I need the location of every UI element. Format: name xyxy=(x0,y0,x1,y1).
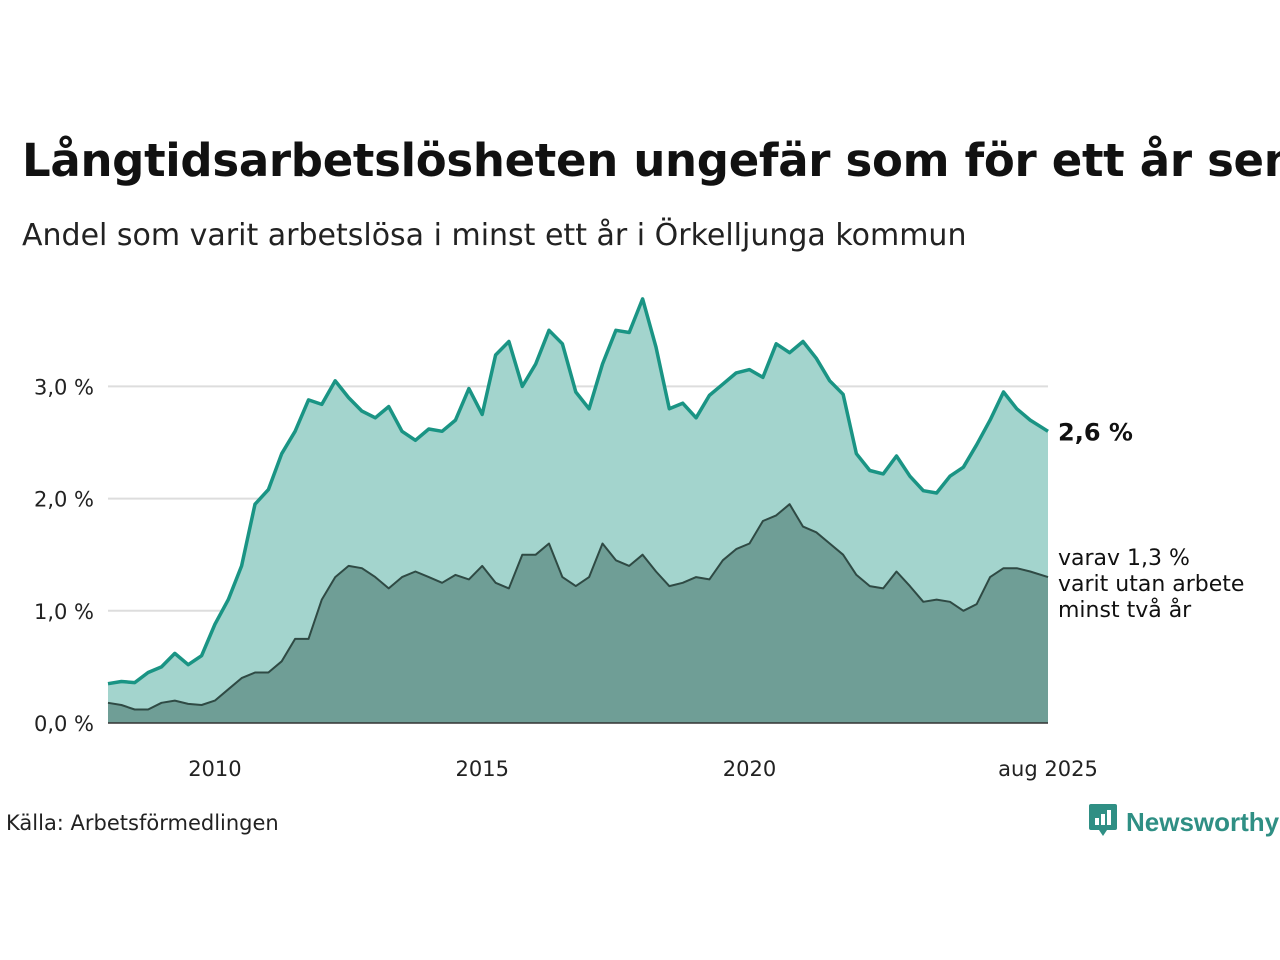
chart-subtitle: Andel som varit arbetslösa i minst ett å… xyxy=(22,218,967,253)
source-text: Källa: Arbetsförmedlingen xyxy=(6,811,279,835)
x-tick-label: 2020 xyxy=(723,757,776,781)
main-series-end-label: 2,6 % xyxy=(1058,418,1133,446)
sub-label-line-3: minst två år xyxy=(1058,597,1192,623)
y-tick-label: 1,0 % xyxy=(34,600,94,624)
x-tick-label: aug 2025 xyxy=(998,757,1098,781)
series-line-minst-ett-ar xyxy=(107,297,1049,686)
x-tick-label: 2015 xyxy=(455,757,508,781)
x-tick-label: 2010 xyxy=(188,757,241,781)
brand-name: Newsworthy xyxy=(1126,806,1280,837)
y-tick-label: 2,0 % xyxy=(34,488,94,512)
brand-logo[interactable]: Newsworthy xyxy=(1088,804,1279,840)
y-tick-label: 0,0 % xyxy=(34,712,94,736)
sub-series-end-label: varav 1,3 % varit utan arbete minst två … xyxy=(1058,546,1251,623)
sub-label-line-2: varit utan arbete xyxy=(1058,572,1244,597)
end-labels: 2,6 % varav 1,3 % varit utan arbete mins… xyxy=(1058,418,1251,623)
chart-areas xyxy=(107,297,1049,724)
newsworthy-logo-icon xyxy=(1088,802,1118,842)
y-tick-label: 3,0 % xyxy=(34,375,94,399)
series-area-minst-tva-ar xyxy=(108,504,1048,723)
axis-labels: 0,0 % 1,0 % 2,0 % 3,0 % 2010 2015 2020 aug 2025 xyxy=(34,375,1098,781)
series-line-minst-tva-ar xyxy=(107,503,1049,711)
chart-title: Långtidsarbetslösheten ungefär som för e… xyxy=(22,134,1280,187)
sub-label-line-1: varav 1,3 % xyxy=(1058,546,1190,571)
